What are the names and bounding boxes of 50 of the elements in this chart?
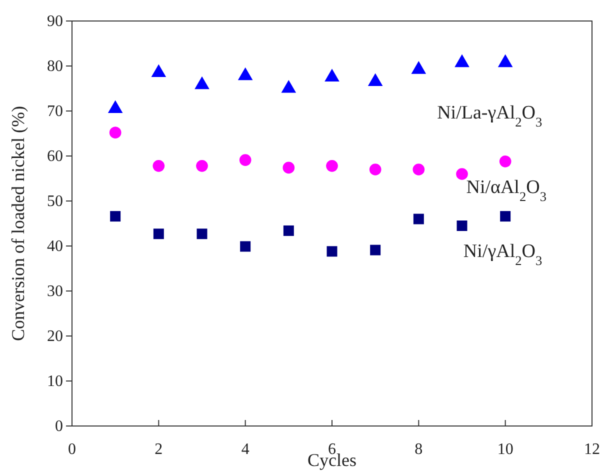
y-tick-label: 80 bbox=[47, 58, 63, 76]
x-tick-label: 4 bbox=[241, 441, 250, 458]
point bbox=[153, 228, 164, 240]
point bbox=[412, 164, 425, 176]
point bbox=[413, 214, 424, 224]
point bbox=[456, 168, 468, 180]
point bbox=[456, 220, 468, 231]
point bbox=[282, 162, 295, 174]
point bbox=[152, 160, 165, 172]
point bbox=[108, 100, 123, 114]
point bbox=[370, 244, 381, 256]
y-tick-label: 40 bbox=[47, 238, 63, 256]
x-tick-label: 12 bbox=[584, 441, 600, 458]
y-tick-label: 70 bbox=[47, 103, 63, 120]
point bbox=[109, 126, 122, 139]
series-label: Ni/La-γAl$_{2}$O$_{3}$ bbox=[437, 102, 543, 130]
y-tick-label: 30 bbox=[47, 283, 63, 300]
point bbox=[196, 228, 208, 240]
point bbox=[326, 160, 338, 172]
point bbox=[499, 155, 512, 168]
point bbox=[326, 246, 338, 257]
point bbox=[281, 80, 296, 93]
point bbox=[411, 61, 426, 74]
point bbox=[240, 241, 251, 252]
point bbox=[368, 73, 383, 86]
series-label: Ni/αAl$_{2}$O$_{3}$ bbox=[466, 176, 547, 204]
point bbox=[454, 54, 470, 68]
point bbox=[239, 154, 252, 166]
y-tick-label: 10 bbox=[47, 373, 63, 390]
point bbox=[369, 164, 382, 176]
x-tick-label: 0 bbox=[68, 441, 76, 458]
point bbox=[238, 67, 253, 80]
point bbox=[500, 211, 511, 222]
y-tick-label: 20 bbox=[47, 328, 63, 346]
point bbox=[194, 76, 210, 90]
x-tick-label: 2 bbox=[154, 441, 163, 458]
y-tick-label: 60 bbox=[47, 148, 63, 166]
point bbox=[151, 64, 166, 78]
point bbox=[196, 160, 208, 172]
y-tick-label: 50 bbox=[47, 193, 63, 210]
point bbox=[283, 225, 294, 236]
series-label: Ni/γAl$_{2}$O$_{3}$ bbox=[463, 241, 543, 268]
point bbox=[324, 68, 340, 82]
y-tick-label: 0 bbox=[55, 418, 63, 436]
point bbox=[110, 211, 121, 222]
y-axis-title: Conversion of loaded nickel (%) bbox=[8, 106, 28, 341]
x-tick-label: 8 bbox=[414, 441, 423, 458]
point bbox=[498, 54, 513, 68]
y-tick-label: 90 bbox=[47, 13, 63, 30]
x-tick-label: 10 bbox=[497, 441, 514, 458]
